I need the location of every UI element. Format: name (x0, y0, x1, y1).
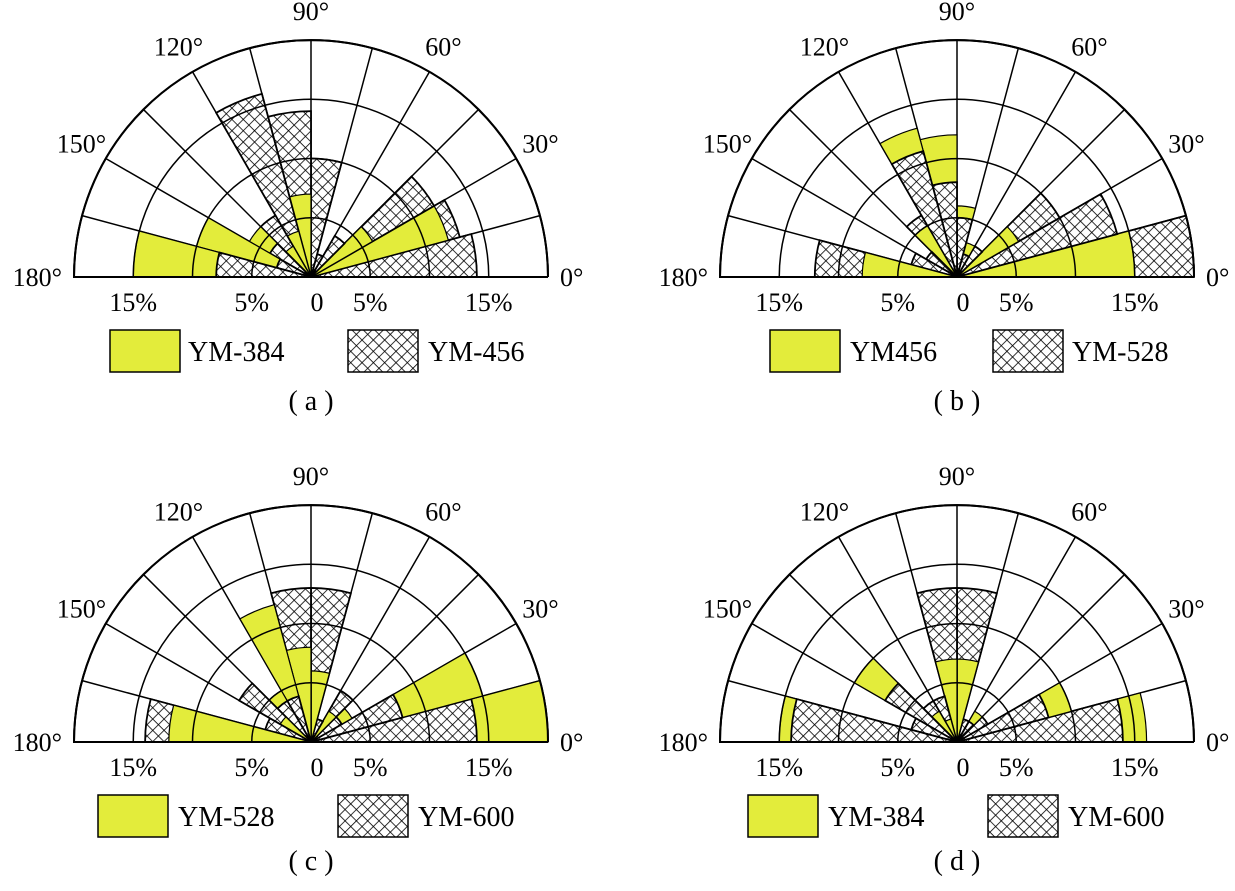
legend-label: YM-384 (828, 802, 924, 833)
angle-label: 120° (800, 33, 849, 62)
legend-swatch (992, 329, 1064, 373)
angle-label: 120° (800, 498, 849, 527)
legend-swatch (97, 794, 169, 838)
radial-tick-label: 0 (311, 288, 324, 317)
grid-circle (897, 682, 1017, 743)
grid-circle (191, 622, 431, 743)
legend-label: YM-528 (1072, 337, 1168, 368)
grid-circle (719, 504, 1195, 743)
petal-hatch (956, 192, 1119, 278)
radial-tick-label: 15% (755, 288, 803, 317)
petal-hatch (890, 149, 958, 278)
radial-tick-label: 15% (465, 753, 513, 782)
angle-label: 0° (1206, 263, 1229, 292)
grid-circle (132, 563, 490, 743)
legend-swatch (769, 329, 841, 373)
angle-label: 90° (293, 0, 329, 26)
grid-circle (719, 39, 1195, 278)
angle-label: 0° (560, 263, 583, 292)
grid-circle (897, 217, 1017, 278)
petal-hatch (214, 92, 312, 278)
radial-tick-label: 0 (957, 288, 970, 317)
radial-tick-label: 5% (999, 753, 1034, 782)
legend-swatch (987, 794, 1059, 838)
angle-label: 60° (425, 33, 461, 62)
angle-label: 90° (939, 462, 975, 491)
angle-label: 0° (560, 728, 583, 757)
rose-panel-b: 0° 30° 60° 90° 120° 150° 180° 15% 5% 0 5% 15% YM456 Y… (659, 0, 1230, 417)
angle-label: 60° (1071, 498, 1107, 527)
grid-circle (73, 39, 549, 278)
angle-label: 120° (154, 33, 203, 62)
angle-label: 60° (425, 498, 461, 527)
legend-label: YM-600 (1068, 802, 1164, 833)
legend-label: YM-600 (418, 802, 514, 833)
grid-circle (251, 682, 371, 743)
rose-panel-a: 0° 30° 60° 90° 120° 150° 180° 15% 5% 0 5% 15% YM-384… (13, 0, 584, 417)
angle-label: 150° (57, 595, 106, 624)
grid-circle (778, 98, 1136, 278)
grid-circle (837, 622, 1077, 743)
radial-tick-label: 5% (999, 288, 1034, 317)
grid-circle (73, 504, 549, 743)
radial-tick-label: 5% (353, 753, 388, 782)
radial-tick-label: 15% (109, 753, 157, 782)
radial-tick-label: 0 (957, 753, 970, 782)
angle-label: 90° (293, 462, 329, 491)
angle-label: 60° (1071, 33, 1107, 62)
panel-caption: ( a ) (288, 386, 333, 417)
petal-hatch (883, 682, 958, 743)
radial-tick-label: 15% (109, 288, 157, 317)
angle-label: 120° (154, 498, 203, 527)
legend-label: YM456 (850, 337, 937, 368)
rose-panel-d: 0° 30° 60° 90° 120° 150° 180° 15% 5% 0 5% 15% YM-384… (659, 462, 1230, 877)
grid-circle (132, 98, 490, 278)
legend-label: YM-456 (428, 337, 524, 368)
angle-label: 30° (1168, 130, 1204, 159)
grid-circle (778, 563, 1136, 743)
grid-circle (251, 217, 371, 278)
petal-hatch (956, 693, 1050, 743)
radial-tick-label: 15% (1111, 288, 1159, 317)
angle-label: 150° (703, 130, 752, 159)
radial-tick-label: 5% (353, 288, 388, 317)
legend-swatch (109, 329, 181, 373)
rose-panel-c: 0° 30° 60° 90° 120° 150° 180° 15% 5% 0 5% 15% YM-528… (13, 462, 584, 877)
angle-label: 0° (1206, 728, 1229, 757)
petal-hatch (310, 234, 346, 278)
radial-tick-label: 5% (234, 753, 269, 782)
grid-circle (837, 157, 1077, 278)
angle-label: 180° (13, 728, 62, 757)
grid-circle (191, 157, 431, 278)
angle-label: 90° (939, 0, 975, 26)
legend-label: YM-528 (178, 802, 274, 833)
legend-swatch (337, 794, 409, 838)
radial-tick-label: 0 (311, 753, 324, 782)
petal-hatch (310, 693, 404, 743)
angle-label: 150° (57, 130, 106, 159)
radial-tick-label: 15% (755, 753, 803, 782)
angle-label: 180° (13, 263, 62, 292)
radial-tick-label: 15% (465, 288, 513, 317)
angle-label: 180° (659, 728, 708, 757)
angle-label: 150° (703, 595, 752, 624)
panel-caption: ( b ) (934, 386, 981, 417)
angle-label: 30° (522, 595, 558, 624)
angle-label: 30° (522, 130, 558, 159)
legend-label: YM-384 (188, 337, 284, 368)
panel-caption: ( d ) (934, 846, 981, 877)
legend-swatch (747, 794, 819, 838)
radial-tick-label: 5% (234, 288, 269, 317)
legend-swatch (347, 329, 419, 373)
radial-tick-label: 5% (880, 753, 915, 782)
radial-tick-label: 5% (880, 288, 915, 317)
panel-caption: ( c ) (288, 846, 333, 877)
angle-label: 180° (659, 263, 708, 292)
petal-solid (310, 710, 337, 743)
angle-label: 30° (1168, 595, 1204, 624)
radial-tick-label: 15% (1111, 753, 1159, 782)
